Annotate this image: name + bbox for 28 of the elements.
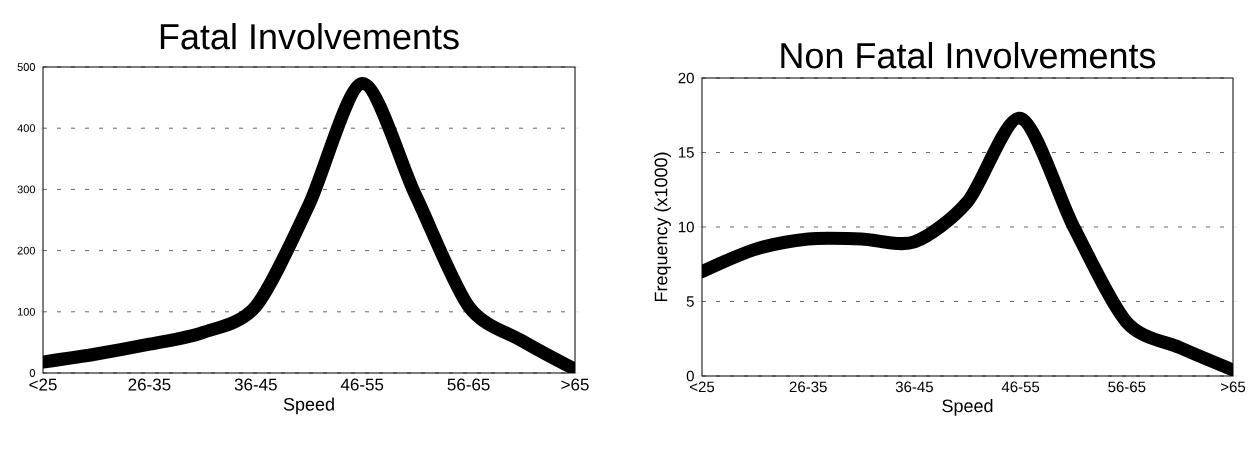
chart-title: Non Fatal Involvements [781, 42, 1156, 69]
x-tick-label: 56-65 [447, 378, 490, 391]
x-tick-label: 36-45 [234, 378, 277, 391]
x-tick-label: >65 [561, 378, 589, 391]
x-tick-label: >65 [1221, 381, 1246, 393]
x-tick-label: 36-45 [895, 381, 933, 393]
x-tick-label: <25 [29, 378, 57, 391]
y-tick-label: 500 [17, 63, 36, 71]
x-tick-label: 46-55 [1001, 381, 1040, 393]
x-axis-title: Speed [942, 399, 993, 416]
y-tick-label: 400 [17, 124, 36, 133]
y-tick-label: 300 [17, 185, 36, 194]
y-axis-title: Frequency (x1000) [654, 152, 671, 302]
x-axis-title: Speed [283, 397, 334, 415]
x-tick-label: 56-65 [1108, 381, 1146, 393]
y-tick-label: 5 [686, 296, 694, 307]
y-tick-label: 0 [686, 370, 694, 382]
x-tick-label: 26-35 [128, 378, 171, 391]
y-tick-label: 0 [29, 369, 36, 377]
y-tick-label: 10 [678, 221, 694, 233]
y-tick-label: 100 [17, 307, 36, 316]
chart-title: Fatal Involvements [160, 23, 459, 50]
y-tick-label: 20 [678, 72, 694, 84]
y-tick-label: 15 [678, 147, 694, 158]
x-tick-label: <25 [690, 381, 715, 393]
x-tick-label: 46-55 [340, 378, 384, 391]
x-tick-label: 26-35 [789, 381, 827, 393]
y-tick-label: 200 [17, 246, 36, 255]
